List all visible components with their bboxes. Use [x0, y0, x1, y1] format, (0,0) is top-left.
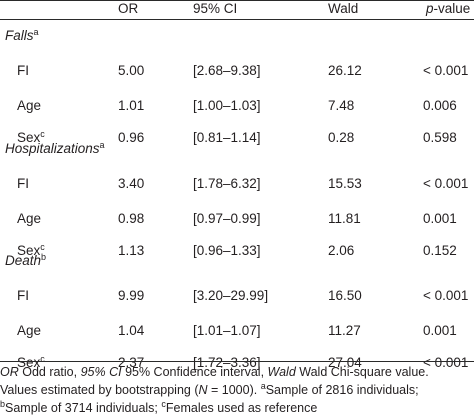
row-variable-footnote-mark: c [40, 129, 45, 139]
row-variable-text: Age [17, 211, 42, 226]
footnote-n: N [198, 383, 208, 397]
table-top-rule [0, 0, 474, 1]
footnote-text: Wald Chi-square value. [295, 365, 429, 379]
cell-wald: 26.12 [328, 63, 362, 78]
row-variable: Sexc [17, 243, 45, 259]
section-title: Fallsa [5, 28, 39, 44]
table-bottom-rule [0, 361, 474, 362]
header-wald: Wald [328, 1, 359, 16]
cell-or: 2.37 [118, 355, 145, 370]
row-variable-text: Sex [17, 130, 41, 145]
section-footnote-mark: a [99, 140, 105, 150]
cell-ci: [0.97–0.99] [193, 211, 261, 226]
cell-p-value: < 0.001 [423, 176, 469, 191]
cell-p-value: 0.598 [423, 130, 457, 145]
footnote-text: Odd ratio, [18, 365, 81, 379]
row-variable-text: Age [17, 98, 42, 113]
footnote-text: = 1000). [207, 383, 261, 397]
cell-or: 1.01 [118, 98, 145, 113]
row-variable: FI [17, 288, 29, 304]
cell-or: 3.40 [118, 176, 145, 191]
row-variable: FI [17, 63, 29, 79]
footnote-text: Values estimated by bootstrapping ( [0, 383, 199, 397]
cell-wald: 0.28 [328, 130, 355, 145]
footnote-text: Sample of 2816 individuals; [265, 383, 419, 397]
section-title-text: Hospitalizations [5, 141, 100, 156]
header-p-italic: p [426, 1, 434, 16]
cell-p-value: 0.006 [423, 98, 457, 113]
cell-ci: [1.72–3.36] [193, 355, 261, 370]
footnote-line-2: Values estimated by bootstrapping (N = 1… [0, 381, 474, 399]
cell-or: 1.13 [118, 243, 145, 258]
cell-wald: 7.48 [328, 98, 355, 113]
cell-p-value: < 0.001 [423, 355, 469, 370]
footnote-mark-b: b [0, 399, 6, 409]
cell-wald: 11.27 [328, 323, 361, 338]
cell-p-value: 0.152 [423, 243, 457, 258]
row-variable: Age [17, 211, 41, 227]
cell-or: 9.99 [118, 288, 145, 303]
section-title: Hospitalizationsa [5, 141, 105, 157]
row-variable-text: Sex [17, 355, 41, 370]
row-variable: Sexc [17, 355, 45, 371]
cell-wald: 15.53 [328, 176, 362, 191]
footnote-abbr-ci: 95% CI [80, 365, 122, 379]
header-rule [0, 19, 474, 20]
section-title-text: Falls [5, 28, 34, 43]
header-ci: 95% CI [193, 1, 238, 16]
cell-p-value: < 0.001 [423, 63, 469, 78]
section-title: Deathb [5, 253, 46, 269]
cell-or: 5.00 [118, 63, 145, 78]
row-variable-footnote-mark: c [40, 242, 45, 252]
row-variable: Age [17, 98, 41, 114]
section-footnote-mark: b [41, 252, 47, 262]
cell-wald: 2.06 [328, 243, 355, 258]
cell-p-value: 0.001 [423, 323, 457, 338]
footnote-line-1: OR Odd ratio, 95% CI 95% Confidence inte… [0, 363, 474, 381]
footnote-abbr-wald: Wald [267, 365, 296, 379]
row-variable-text: FI [17, 63, 29, 78]
results-table: OR 95% CI Wald p-value Fallsa FI 5.00 [2.68… [0, 0, 474, 370]
row-variable-text: Sex [17, 243, 41, 258]
cell-or: 0.96 [118, 130, 145, 145]
cell-ci: [1.01–1.07] [193, 323, 261, 338]
table-footnote: OR Odd ratio, 95% CI 95% Confidence inte… [0, 363, 474, 417]
row-variable: Sexc [17, 130, 45, 146]
footnote-text: 95% Confidence interval, [121, 365, 268, 379]
cell-ci: [0.81–1.14] [193, 130, 261, 145]
row-variable-text: Age [17, 323, 42, 338]
footnote-text: Sample of 3714 individuals; [5, 401, 162, 415]
footnote-mark-a: a [260, 381, 266, 391]
footnote-line-3: bSample of 3714 individuals; cFemales us… [0, 399, 474, 417]
cell-ci: [1.78–6.32] [193, 176, 261, 191]
row-variable-text: FI [17, 288, 29, 303]
section-title-text: Death [5, 253, 42, 268]
cell-or: 0.98 [118, 211, 145, 226]
row-variable: FI [17, 176, 29, 192]
row-variable: Age [17, 323, 41, 339]
header-or: OR [118, 1, 139, 16]
footnote-mark-c: c [161, 399, 166, 409]
cell-wald: 27.04 [328, 355, 362, 370]
cell-ci: [3.20–29.99] [193, 288, 269, 303]
footnote-text: Females used as reference [165, 401, 318, 415]
cell-ci: [1.00–1.03] [193, 98, 261, 113]
cell-or: 1.04 [118, 323, 145, 338]
header-p-value: p-value [426, 1, 470, 17]
section-footnote-mark: a [33, 27, 39, 37]
footnote-abbr-or: OR [0, 365, 19, 379]
row-variable-text: FI [17, 176, 29, 191]
row-variable-footnote-mark: c [40, 354, 45, 364]
cell-wald: 11.81 [328, 211, 361, 226]
cell-wald: 16.50 [328, 288, 362, 303]
cell-p-value: 0.001 [423, 211, 457, 226]
header-p-rest: -value [433, 1, 471, 16]
cell-p-value: < 0.001 [423, 288, 469, 303]
cell-ci: [2.68–9.38] [193, 63, 261, 78]
cell-ci: [0.96–1.33] [193, 243, 261, 258]
